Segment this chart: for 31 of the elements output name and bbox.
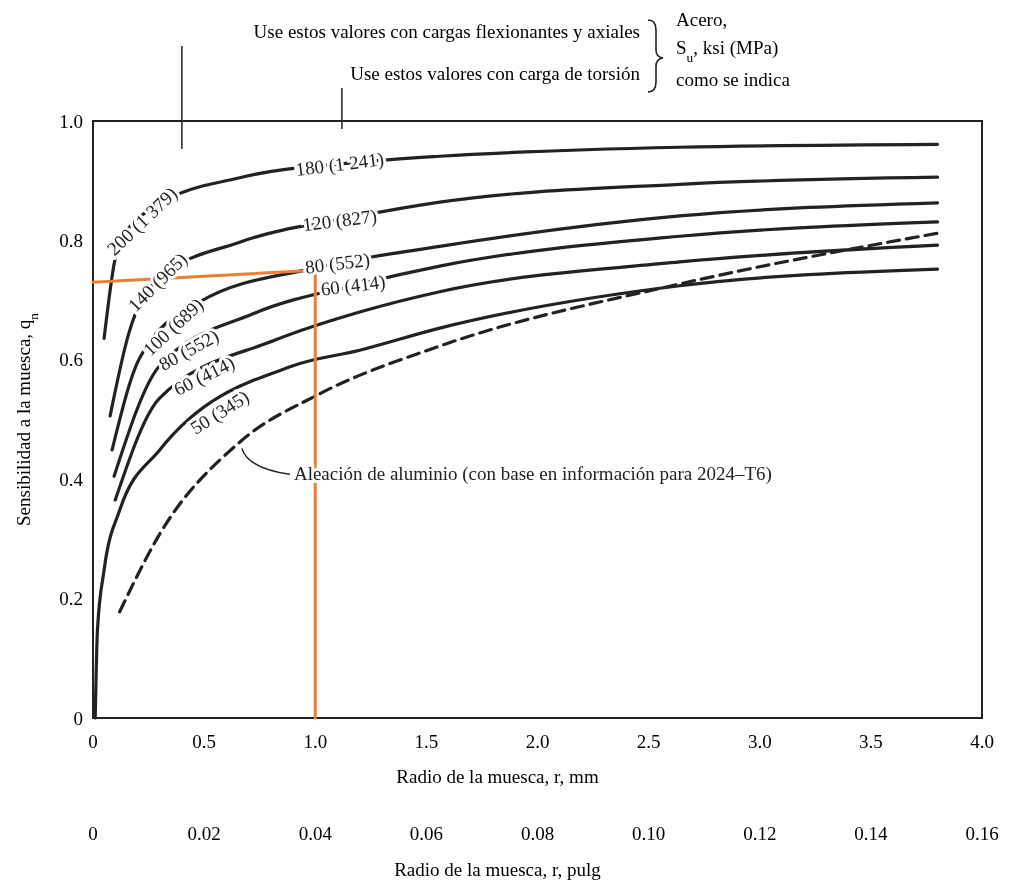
x-tick-label: 4.0	[970, 731, 994, 752]
x-tick-label: 2.0	[525, 731, 550, 752]
y-tick-label: 0.8	[59, 230, 83, 252]
x2-tick-label: 0.04	[298, 823, 333, 844]
y-tick-label: 0.6	[59, 349, 83, 371]
text: Use estos valores con carga de torsión	[350, 63, 641, 84]
x2-axis-title: Radio de la muesca, r, pulg	[394, 859, 602, 880]
x2-tick-label: 0.08	[520, 823, 555, 844]
y-tick-label: 0.4	[59, 468, 84, 490]
text: Use estos valores con cargas flexionantes y axiales	[253, 21, 640, 42]
x2-tick-label: 0.06	[409, 823, 443, 844]
x-tick-label: 0	[88, 731, 98, 752]
y-tick-label: 0.2	[59, 588, 83, 610]
x2-tick-label: 0	[88, 823, 98, 844]
x-tick-label: 2.5	[636, 731, 661, 752]
x2-tick-label: 0.16	[965, 823, 999, 844]
x2-tick-label: 0.14	[854, 823, 888, 844]
x-axis-title: Radio de la muesca, r, mm	[396, 766, 599, 787]
text: como se indica	[676, 69, 791, 90]
x-tick-label: 3.5	[859, 731, 883, 752]
x2-tick-label: 0.02	[187, 823, 221, 844]
y-tick-label: 1.0	[59, 110, 83, 132]
y-tick-label: 0	[73, 707, 83, 729]
x-tick-label: 0.5	[192, 731, 216, 752]
text: S$_{u}$, ksi (MPa)	[676, 37, 779, 65]
x2-tick-label: 0.10	[632, 823, 666, 844]
x-tick-label: 3.0	[747, 731, 772, 752]
x-tick-label: 1.0	[303, 731, 328, 752]
x-tick-label: 1.5	[414, 731, 439, 752]
x2-tick-label: 0.12	[743, 823, 777, 844]
text: Acero,	[676, 9, 728, 30]
